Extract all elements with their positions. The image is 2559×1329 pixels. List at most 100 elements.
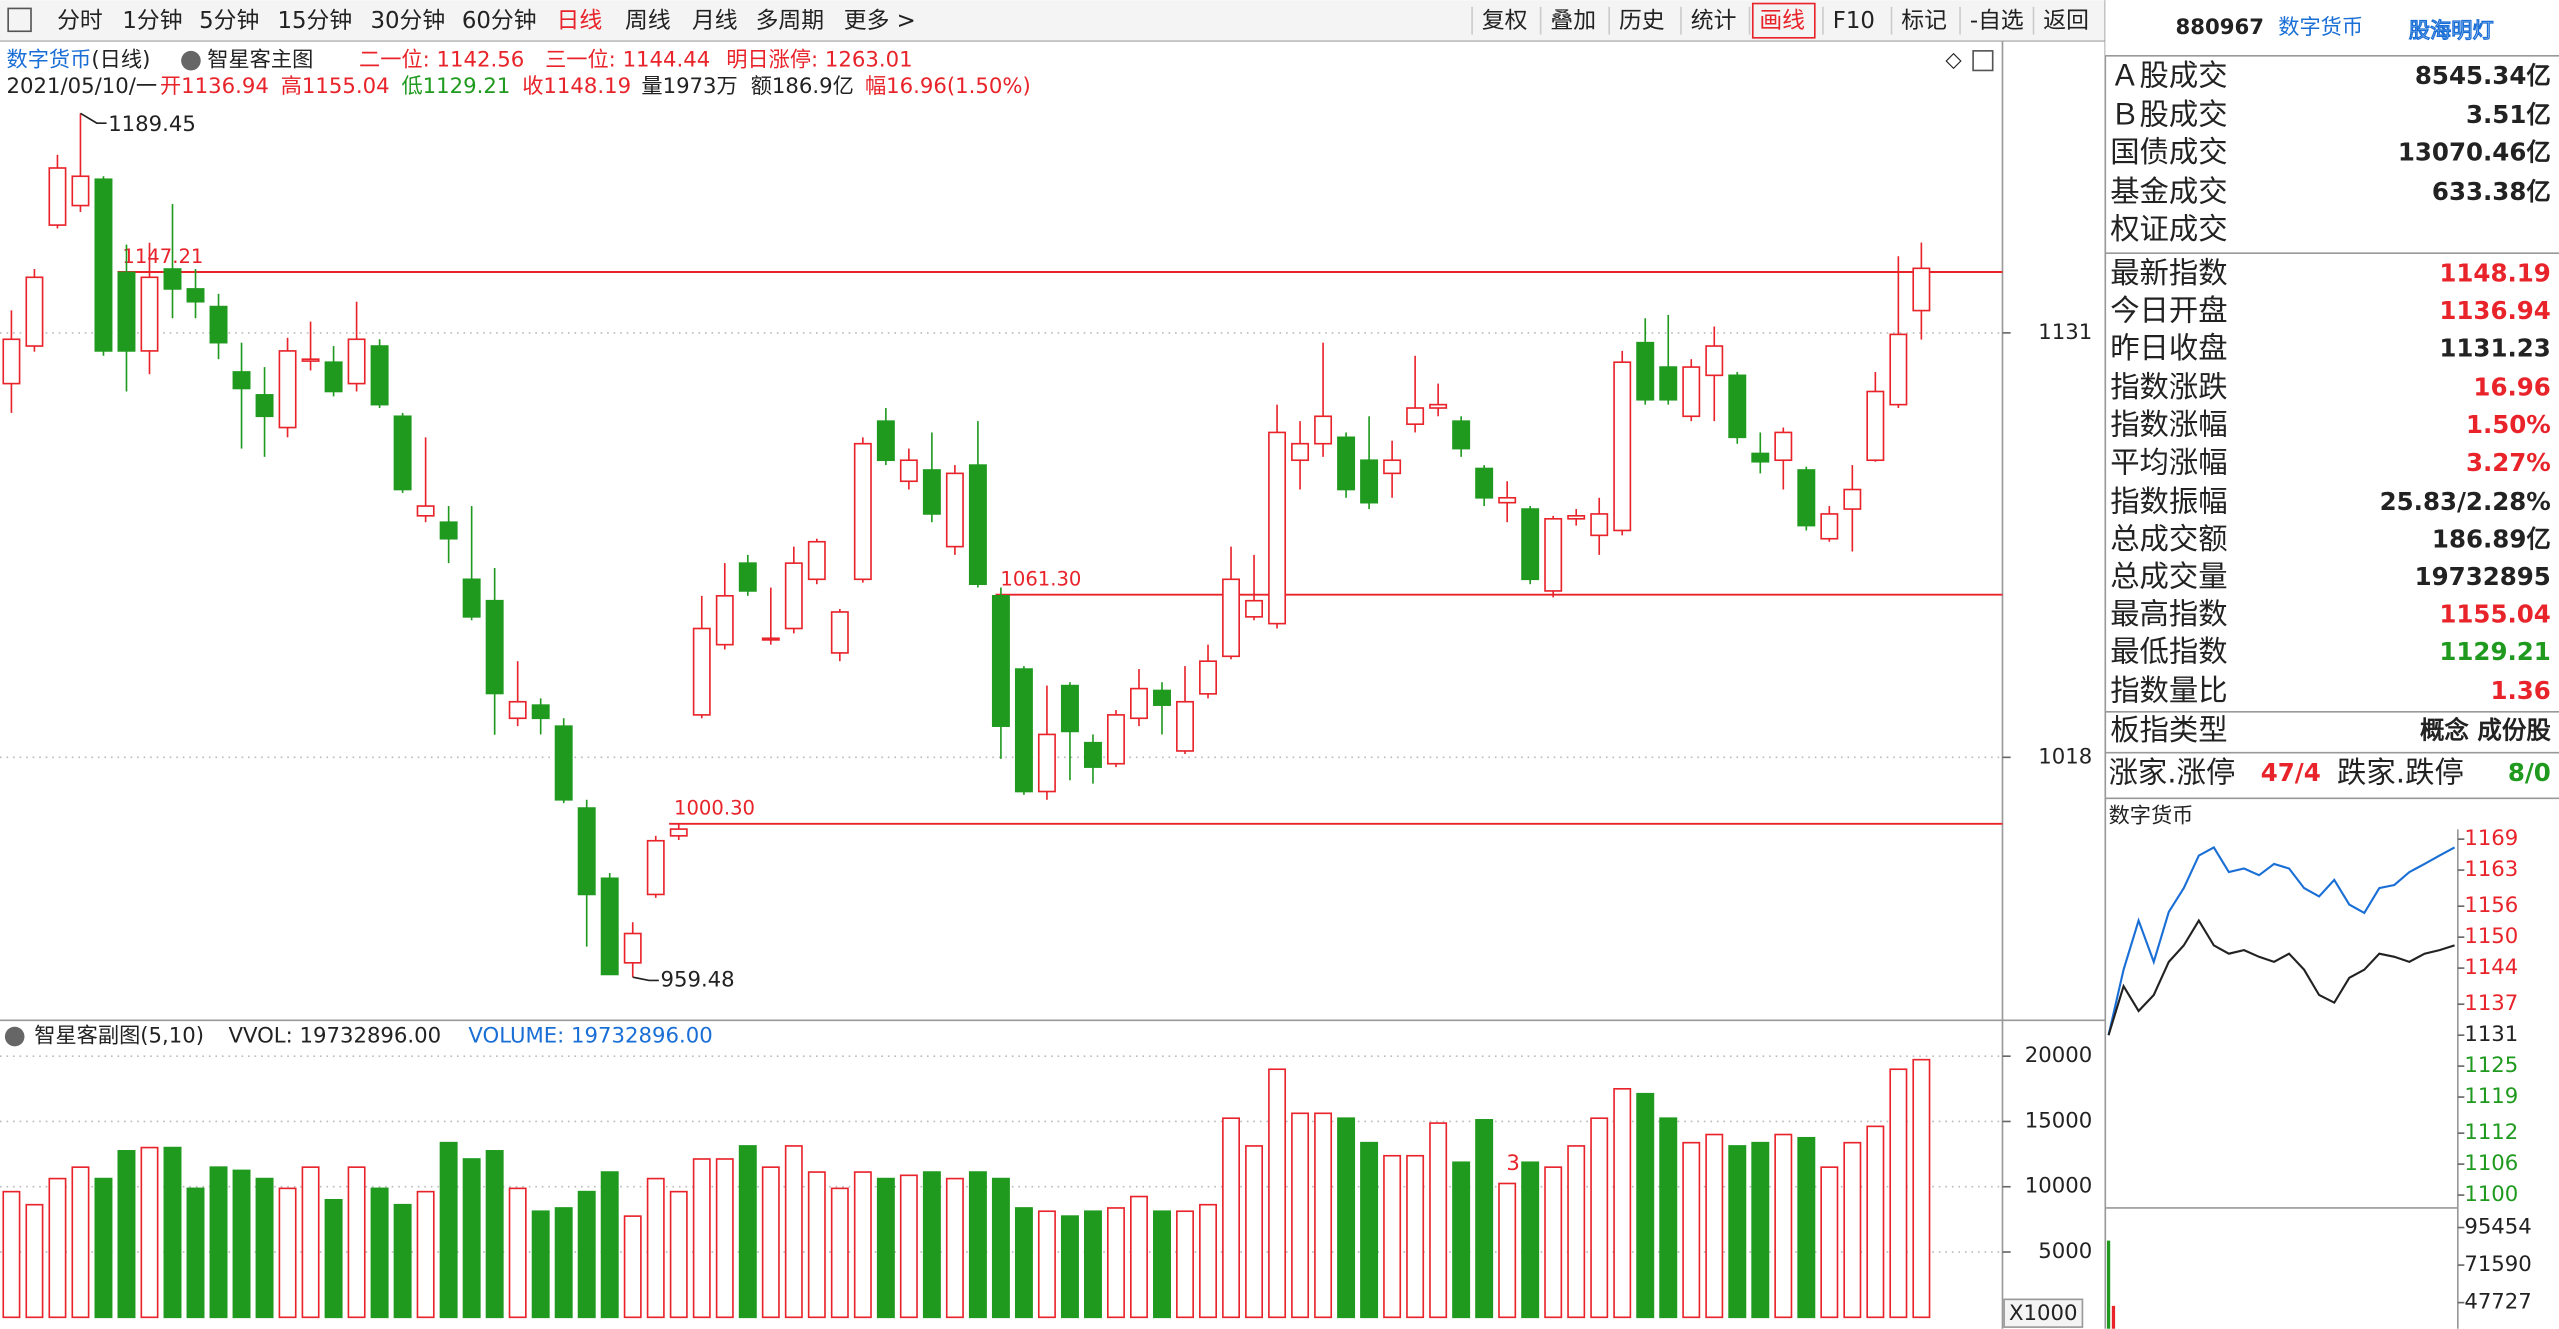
period-label: (日线)	[91, 48, 150, 73]
row-label: 指数振幅	[2110, 484, 2227, 518]
tool-button[interactable]: -自选	[1970, 8, 2024, 34]
candle-body	[853, 442, 872, 581]
volume-bar	[646, 1177, 665, 1319]
period-tab[interactable]: 多周期	[756, 8, 824, 34]
row-value: 1131.23	[2439, 334, 2550, 363]
panel-name: 数字货币	[2278, 15, 2363, 40]
date-label: 2021/05/10/一	[7, 74, 158, 99]
row-value: 633.38亿	[2432, 177, 2551, 206]
intraday-line	[2107, 846, 2456, 1036]
row-value: 19732895	[2415, 562, 2551, 591]
volume-bar	[1037, 1210, 1056, 1319]
period-tab[interactable]: 5分钟	[199, 8, 259, 34]
sub-indicator-name: 智星客副图(5,10)	[34, 1024, 204, 1049]
volume-bar	[1176, 1210, 1194, 1319]
tool-highlight	[1751, 2, 1816, 39]
menu-icon[interactable]	[7, 7, 32, 33]
period-tab[interactable]: 1分钟	[122, 8, 182, 34]
candle-body	[669, 828, 688, 837]
period-tab[interactable]: 日线	[557, 8, 603, 34]
quote-item: 收1148.19	[522, 74, 631, 99]
volume-bar	[1245, 1145, 1264, 1319]
row-label: 最低指数	[2110, 635, 2227, 669]
candle-body	[71, 175, 90, 207]
candle-body	[370, 345, 389, 406]
candle-body	[1866, 390, 1885, 462]
candle-body	[600, 877, 619, 976]
period-tab[interactable]: 30分钟	[370, 8, 445, 34]
row-label: 指数涨跌	[2110, 370, 2227, 404]
volume-bar	[71, 1166, 90, 1319]
volume-bar	[1797, 1136, 1816, 1319]
candle-body	[393, 415, 412, 491]
candle-body	[1245, 599, 1264, 618]
candle-body	[1060, 684, 1079, 733]
period-tab[interactable]: 更多 >	[844, 8, 916, 34]
mini-tick-label: 1150	[2464, 924, 2518, 949]
volume-bar	[117, 1150, 136, 1319]
indicator-icon[interactable]	[181, 50, 201, 71]
diamond-icon[interactable]: ◇	[1945, 48, 1962, 73]
tool-button[interactable]: F10	[1833, 8, 1875, 34]
period-tab[interactable]: 月线	[692, 8, 738, 34]
sub-indicator-icon[interactable]	[4, 1026, 25, 1047]
volume-bar	[1590, 1117, 1609, 1319]
volume-bar	[1636, 1092, 1655, 1319]
candle-body	[1797, 469, 1816, 527]
volume-bar	[278, 1187, 297, 1319]
period-tab[interactable]: 15分钟	[277, 8, 352, 34]
window-icon[interactable]	[1972, 50, 1994, 72]
volume-bar	[1429, 1122, 1448, 1319]
instrument-name: 数字货币	[7, 48, 92, 73]
volume-bar	[991, 1177, 1010, 1319]
candle-body	[1590, 513, 1609, 537]
panel-header	[2105, 0, 2559, 56]
row-value: 16.96	[2473, 373, 2550, 402]
tool-button[interactable]: 画线	[1759, 8, 1805, 34]
volume-bar	[370, 1187, 389, 1319]
candle-body	[1912, 267, 1931, 312]
candle-body	[1613, 361, 1632, 532]
candle-body	[1751, 452, 1770, 463]
period-tab[interactable]: 60分钟	[462, 8, 537, 34]
quote-item: 低1129.21	[401, 74, 510, 99]
quote-item: 量1973万	[641, 74, 737, 99]
tool-button[interactable]: 统计	[1691, 8, 1737, 34]
tool-button[interactable]: 标记	[1901, 8, 1947, 34]
volume-bar	[1820, 1166, 1839, 1319]
period-tab[interactable]: 分时	[57, 8, 103, 34]
row-label: 板指类型	[2110, 713, 2227, 747]
row-label: 基金成交	[2110, 174, 2227, 208]
tool-button[interactable]: 返回	[2043, 8, 2089, 34]
tool-button[interactable]: 叠加	[1550, 8, 1596, 34]
candle-body	[48, 167, 67, 226]
volume-bar	[1337, 1117, 1356, 1319]
tool-button[interactable]: 复权	[1482, 8, 1528, 34]
unit-box	[2003, 1298, 2084, 1328]
row-label: 今日开盘	[2110, 293, 2227, 327]
candle-body	[1452, 420, 1471, 450]
candle-body	[2, 338, 21, 385]
volume-bar	[301, 1166, 320, 1319]
volume-bar	[347, 1166, 366, 1319]
y-tick-label: 20000	[2025, 1043, 2092, 1068]
period-tab[interactable]: 周线	[625, 8, 671, 34]
candle-body	[1222, 578, 1241, 658]
candle-body	[1567, 515, 1586, 520]
tool-button[interactable]: 历史	[1619, 8, 1665, 34]
candle-body	[830, 611, 849, 654]
volume-bar	[1498, 1182, 1517, 1319]
volume-bar	[968, 1171, 987, 1319]
volume-bar	[669, 1190, 688, 1319]
candle-body	[876, 420, 895, 462]
mini-tick-label: 1125	[2464, 1053, 2518, 1078]
volume-bar	[1314, 1112, 1333, 1319]
volume-bar	[393, 1203, 412, 1319]
row-label: 指数量比	[2110, 674, 2227, 708]
candle-body	[1083, 741, 1102, 768]
volume-bar	[209, 1166, 228, 1319]
candle-body	[1037, 733, 1056, 793]
mini-tick-label: 1112	[2464, 1120, 2518, 1145]
mini-tick-label: 1137	[2464, 991, 2518, 1016]
candle-body	[1521, 508, 1540, 581]
